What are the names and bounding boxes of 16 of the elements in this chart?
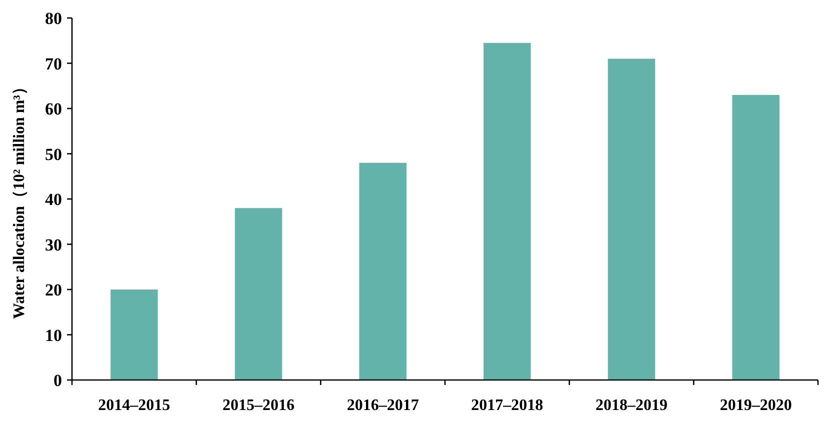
y-tick-label: 0 xyxy=(54,371,62,390)
y-tick-label: 70 xyxy=(45,54,62,74)
x-tick-label: 2014–2015 xyxy=(98,397,170,414)
y-tick-label: 40 xyxy=(45,190,62,209)
y-tick-label: 50 xyxy=(45,144,62,164)
x-tick-label: 2017–2018 xyxy=(471,397,544,414)
y-tick-label: 80 xyxy=(45,9,62,28)
x-tick-label: 2018–2019 xyxy=(596,397,668,414)
y-tick-label: 20 xyxy=(45,280,62,300)
y-axis-title: Water allocation（10² million m³） xyxy=(11,79,28,319)
x-tick-label: 2015–2016 xyxy=(222,397,294,414)
y-tick-label: 30 xyxy=(45,235,62,254)
y-tick-label: 10 xyxy=(45,326,62,345)
x-tick-label: 2016–2017 xyxy=(346,397,419,414)
x-tick-label: 2019–2020 xyxy=(720,397,792,414)
y-tick-label: 60 xyxy=(45,100,62,118)
